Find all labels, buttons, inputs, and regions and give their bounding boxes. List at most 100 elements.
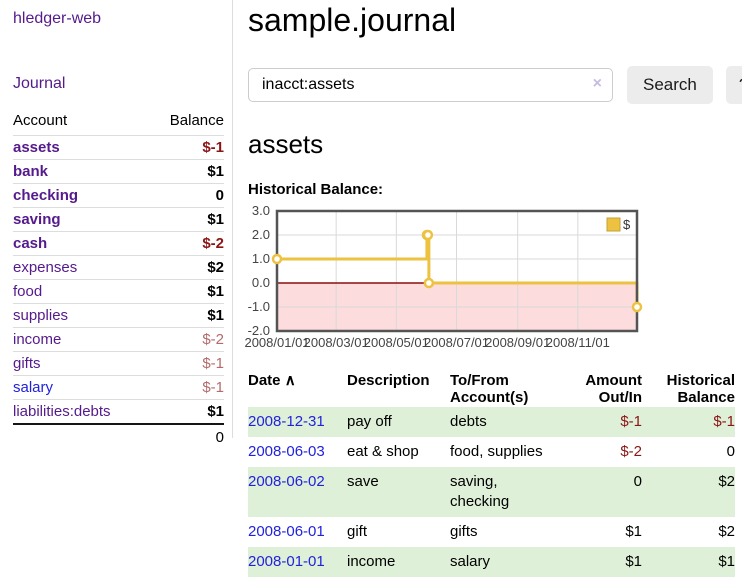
account-link[interactable]: cash: [13, 235, 48, 252]
register-table-header: Date ∧ Description To/From Account(s) Am…: [248, 370, 735, 407]
account-link[interactable]: food: [13, 283, 43, 300]
page-title: sample.journal: [248, 2, 457, 38]
accounts-total-row: 0: [13, 423, 224, 450]
account-link[interactable]: liabilities:debts: [13, 403, 111, 420]
transaction-balance: $-1: [642, 407, 735, 437]
legend-label: $: [623, 217, 631, 232]
account-row: gifts $-1: [13, 351, 224, 376]
account-balance: $1: [143, 159, 224, 184]
svg-text:0.0: 0.0: [252, 275, 270, 290]
account-balance: $-1: [143, 135, 224, 160]
clear-search-icon[interactable]: ×: [592, 75, 602, 92]
svg-text:2008/11/01: 2008/11/01: [546, 335, 610, 350]
amount-column-header: Amount Out/In: [562, 370, 642, 407]
transaction-date-link[interactable]: 2008-01-01: [248, 553, 325, 570]
historical-balance-chart: $3.0 2.0 1.0 0.0 -1.0 -2.0 2008/01/01 2008/03/0…: [244, 203, 742, 358]
accounts-table: Account Balance assets $-1 bank $1 checking 0…: [13, 109, 224, 450]
transaction-accounts: salary: [450, 547, 562, 577]
account-row: food $1: [13, 279, 224, 304]
account-link[interactable]: gifts: [13, 355, 41, 372]
date-header-label: Date: [248, 372, 281, 389]
account-balance: $1: [143, 207, 224, 232]
transaction-description: pay off: [347, 407, 450, 437]
account-link[interactable]: checking: [13, 187, 79, 204]
account-balance: $-1: [143, 375, 224, 400]
chart-heading: Historical Balance:: [248, 181, 384, 198]
balance-column-header: Balance: [169, 112, 224, 129]
transaction-balance: $1: [642, 547, 735, 577]
account-balance: $-1: [143, 351, 224, 376]
accounts-total-balance: 0: [143, 423, 224, 450]
account-row: income $-2: [13, 327, 224, 352]
account-link[interactable]: saving: [13, 211, 61, 228]
search-input-wrap: ×: [248, 68, 613, 102]
tofrom-header-line2: Account(s): [450, 389, 529, 406]
hist-header-line1: Historical: [666, 372, 735, 389]
account-link[interactable]: bank: [13, 163, 49, 180]
svg-text:2008/09/01: 2008/09/01: [485, 335, 550, 350]
data-point: [271, 253, 283, 265]
data-point: [423, 277, 435, 289]
account-link[interactable]: income: [13, 331, 62, 348]
transaction-amount: $-1: [562, 407, 642, 437]
svg-text:2008/07/01: 2008/07/01: [424, 335, 489, 350]
transaction-date-link[interactable]: 2008-12-31: [248, 413, 325, 430]
transaction-row: 2008-06-03 eat & shop food, supplies $-2 0: [248, 437, 735, 467]
transaction-accounts: gifts: [450, 523, 478, 540]
amount-header-line1: Amount: [585, 372, 642, 389]
transaction-description: save: [347, 467, 450, 517]
svg-text:-1.0: -1.0: [248, 299, 270, 314]
transaction-amount: 0: [562, 467, 642, 517]
account-row: cash $-2: [13, 231, 224, 256]
transaction-description: eat & shop: [347, 443, 419, 460]
account-balance: $2: [143, 255, 224, 280]
account-row: assets $-1: [13, 135, 224, 160]
svg-text:2008/01/01: 2008/01/01: [244, 335, 309, 350]
transaction-accounts: saving, checking: [450, 467, 562, 517]
transaction-date-link[interactable]: 2008-06-02: [248, 473, 325, 490]
transaction-balance: 0: [726, 443, 735, 460]
transaction-date-link[interactable]: 2008-06-03: [248, 443, 325, 460]
amount-header-line2: Out/In: [598, 389, 642, 406]
data-point: [422, 229, 434, 241]
sidebar: hledger-web Journal Account Balance asse…: [0, 0, 233, 450]
description-column-header: Description: [347, 372, 430, 389]
account-balance: $1: [143, 399, 224, 424]
transaction-row: 2008-12-31 pay off debts $-1 $-1: [248, 407, 735, 437]
help-button[interactable]: ?: [725, 66, 742, 104]
account-link[interactable]: supplies: [13, 307, 69, 324]
svg-text:-2.0: -2.0: [248, 323, 270, 338]
data-point: [631, 301, 643, 313]
brand-link[interactable]: hledger-web: [13, 10, 102, 27]
accounts-column-header-2: To/From Account(s): [450, 370, 562, 407]
transaction-row: 2008-06-02 save saving, checking 0 $2: [248, 467, 735, 517]
search-button[interactable]: Search: [627, 66, 713, 104]
date-column-header[interactable]: Date ∧: [248, 370, 347, 407]
account-row: checking 0: [13, 183, 224, 208]
legend-swatch: [606, 217, 621, 232]
account-link[interactable]: assets: [13, 139, 60, 156]
transaction-amount: $1: [562, 547, 642, 577]
account-balance: $1: [143, 279, 224, 304]
account-link[interactable]: salary: [13, 379, 54, 396]
svg-text:2.0: 2.0: [252, 227, 270, 242]
transaction-date-link[interactable]: 2008-06-01: [248, 523, 325, 540]
register-table: Date ∧ Description To/From Account(s) Am…: [248, 370, 735, 577]
main-content: sample.journal × Search ? assets Histori…: [233, 0, 742, 577]
accounts-column-header: Account: [13, 112, 68, 129]
transaction-amount: $1: [625, 523, 642, 540]
transaction-row: 2008-06-01 gift gifts $1 $2: [248, 517, 735, 547]
historical-column-header: Historical Balance: [642, 370, 735, 407]
transaction-balance: $2: [718, 523, 735, 540]
transaction-amount: $-2: [620, 443, 642, 460]
account-row: supplies $1: [13, 303, 224, 328]
svg-text:2008/05/01: 2008/05/01: [364, 335, 429, 350]
nav-journal-link[interactable]: Journal: [13, 75, 66, 92]
search-input[interactable]: [248, 68, 613, 102]
transaction-balance: $2: [642, 467, 735, 517]
svg-text:1.0: 1.0: [252, 251, 270, 266]
account-balance: $1: [143, 303, 224, 328]
account-link[interactable]: expenses: [13, 259, 78, 276]
accounts-table-header: Account Balance: [13, 109, 224, 136]
